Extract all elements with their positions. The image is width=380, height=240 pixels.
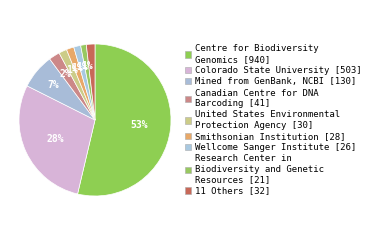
- Wedge shape: [74, 45, 95, 120]
- Wedge shape: [50, 53, 95, 120]
- Wedge shape: [86, 44, 95, 120]
- Text: 53%: 53%: [130, 120, 147, 130]
- Wedge shape: [66, 47, 95, 120]
- Text: 1%: 1%: [76, 62, 88, 72]
- Text: 1%: 1%: [66, 66, 78, 75]
- Wedge shape: [27, 59, 95, 120]
- Text: 1%: 1%: [71, 63, 83, 73]
- Wedge shape: [59, 49, 95, 120]
- Wedge shape: [19, 86, 95, 194]
- Text: 1%: 1%: [81, 61, 93, 71]
- Legend: Centre for Biodiversity
Genomics [940], Colorado State University [503], Mined f: Centre for Biodiversity Genomics [940], …: [185, 44, 361, 196]
- Text: 28%: 28%: [46, 134, 64, 144]
- Wedge shape: [81, 44, 95, 120]
- Text: 7%: 7%: [47, 80, 59, 90]
- Wedge shape: [78, 44, 171, 196]
- Text: 2%: 2%: [60, 69, 71, 79]
